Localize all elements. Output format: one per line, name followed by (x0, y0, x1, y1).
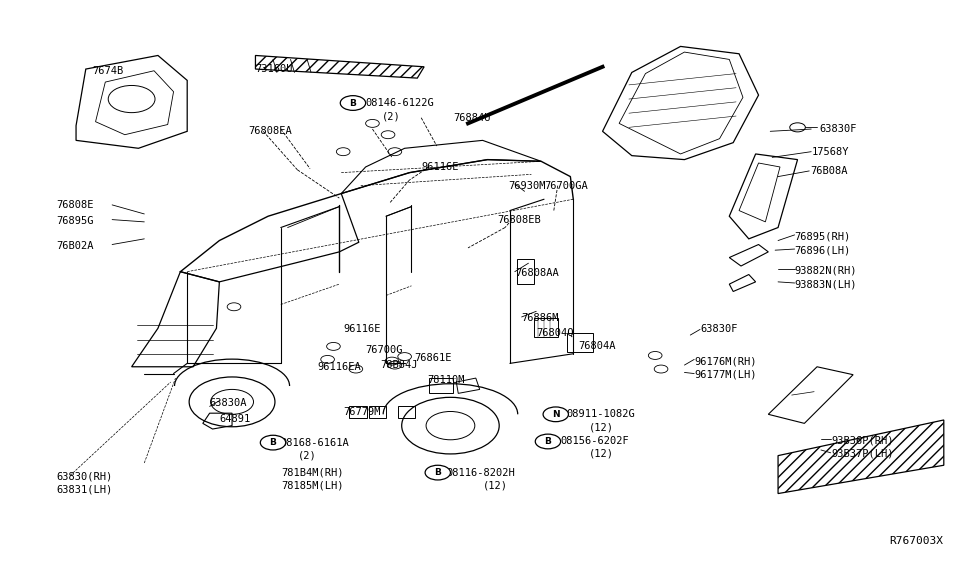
Text: 76895G: 76895G (57, 216, 94, 226)
Text: 08168-6161A: 08168-6161A (281, 438, 350, 448)
Text: 76804Q: 76804Q (536, 327, 573, 337)
Text: 63831(LH): 63831(LH) (57, 484, 113, 495)
Text: 76808AA: 76808AA (515, 268, 559, 278)
Text: 96116E: 96116E (421, 162, 458, 172)
Polygon shape (778, 420, 944, 494)
Text: (12): (12) (589, 449, 614, 459)
Text: 78185M(LH): 78185M(LH) (281, 480, 343, 490)
Text: 76895(RH): 76895(RH) (795, 231, 851, 242)
Text: 76779M: 76779M (343, 407, 380, 417)
Text: 781B4M(RH): 781B4M(RH) (281, 468, 343, 478)
Circle shape (543, 407, 568, 422)
Text: 08911-1082G: 08911-1082G (566, 409, 636, 419)
Text: B: B (434, 468, 442, 477)
Circle shape (340, 96, 366, 110)
Text: 93B37P(LH): 93B37P(LH) (832, 449, 894, 459)
Text: 93883N(LH): 93883N(LH) (795, 279, 857, 289)
Text: 63830(RH): 63830(RH) (57, 471, 113, 482)
Text: 78110M: 78110M (427, 375, 464, 385)
Text: 76B08A: 76B08A (810, 166, 847, 176)
Text: 93B36P(RH): 93B36P(RH) (832, 435, 894, 445)
Text: B: B (269, 438, 277, 447)
Text: (2): (2) (297, 451, 316, 461)
Text: 76896(LH): 76896(LH) (795, 245, 851, 255)
Text: 76861E: 76861E (414, 353, 451, 363)
Text: 17568Y: 17568Y (812, 147, 849, 157)
Text: B: B (349, 98, 357, 108)
Text: 76700GA: 76700GA (544, 181, 588, 191)
Text: 96116E: 96116E (343, 324, 380, 335)
Text: 76886M: 76886M (522, 313, 559, 323)
Text: 76700G: 76700G (366, 345, 403, 355)
Text: R767003X: R767003X (889, 535, 943, 546)
Text: 63830A: 63830A (210, 398, 247, 408)
Polygon shape (255, 55, 424, 78)
Text: 63830F: 63830F (819, 124, 856, 134)
Text: 78B84J: 78B84J (380, 360, 417, 370)
Text: 73160U: 73160U (255, 64, 292, 74)
Text: 76808E: 76808E (57, 200, 94, 210)
Text: 76808EB: 76808EB (497, 215, 541, 225)
Text: (12): (12) (483, 480, 508, 490)
Circle shape (535, 434, 561, 449)
Text: 08146-6122G: 08146-6122G (366, 98, 435, 108)
Text: 96176M(RH): 96176M(RH) (694, 356, 757, 366)
Text: 08116-8202H: 08116-8202H (447, 468, 516, 478)
Text: 93882N(RH): 93882N(RH) (795, 265, 857, 276)
Text: 96116EA: 96116EA (317, 362, 361, 372)
Text: (2): (2) (382, 111, 401, 121)
Text: 96177M(LH): 96177M(LH) (694, 370, 757, 380)
Text: B: B (544, 437, 552, 446)
Text: N: N (552, 410, 560, 419)
Text: 76930M: 76930M (508, 181, 545, 191)
Text: 7674B: 7674B (93, 66, 124, 76)
Text: 76884U: 76884U (453, 113, 490, 123)
Text: 76804A: 76804A (578, 341, 615, 351)
Text: 64891: 64891 (219, 414, 251, 424)
Text: 76B02A: 76B02A (57, 241, 94, 251)
Text: 63830F: 63830F (700, 324, 737, 335)
Circle shape (260, 435, 286, 450)
Text: (12): (12) (589, 422, 614, 432)
Text: 08156-6202F: 08156-6202F (561, 436, 630, 447)
Circle shape (425, 465, 450, 480)
Text: 76808EA: 76808EA (249, 126, 292, 136)
